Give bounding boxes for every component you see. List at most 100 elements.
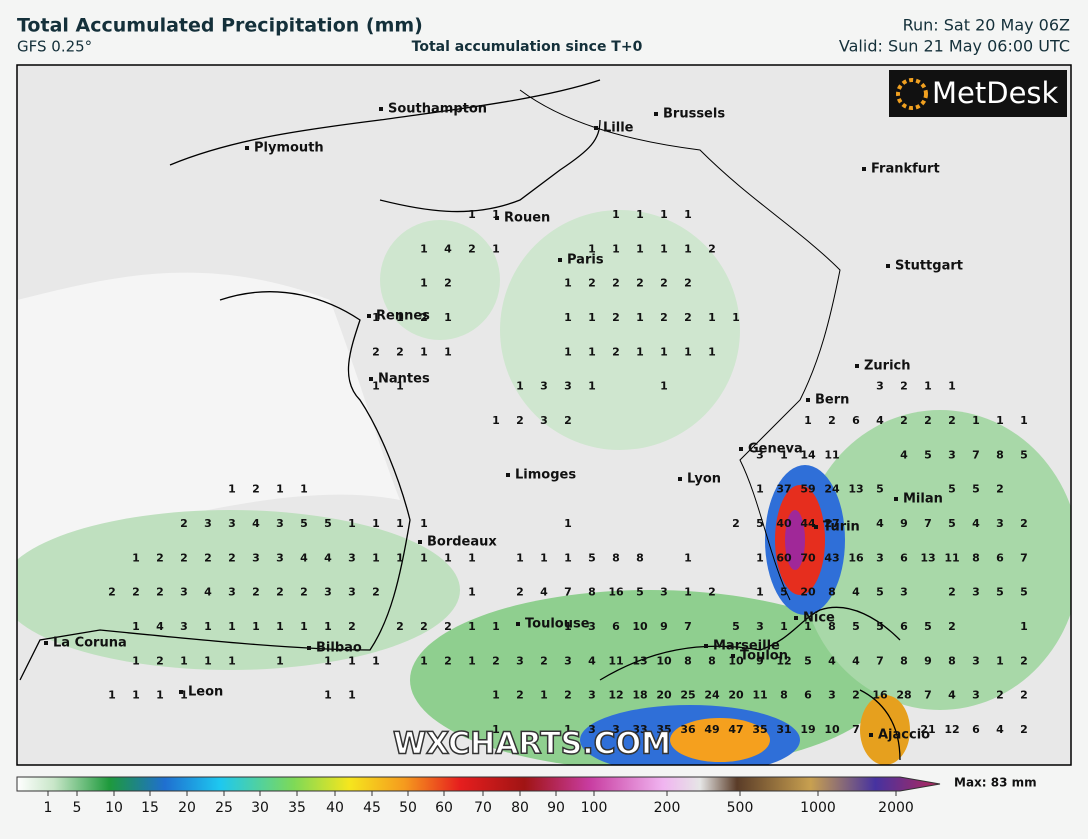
precip-value: 1 [180, 654, 188, 667]
model: GFS 0.25° [17, 38, 92, 56]
precip-value: 2 [204, 551, 212, 564]
precip-value: 1 [636, 345, 644, 358]
precip-value: 2 [132, 586, 140, 599]
precip-value: 11 [752, 689, 767, 702]
precip-value: 1 [156, 689, 164, 702]
rain-area [500, 210, 740, 450]
precip-value: 1 [684, 242, 692, 255]
precip-value: 1 [372, 517, 380, 530]
precip-value: 1 [564, 311, 572, 324]
precip-value: 5 [780, 586, 788, 599]
precip-value: 8 [828, 586, 836, 599]
precip-value: 4 [828, 654, 836, 667]
cities: Southampton Plymouth Lille Brussels Frankfur… [44, 102, 963, 743]
city-dot [894, 497, 898, 501]
precip-value: 1 [372, 311, 380, 324]
precip-value: 2 [180, 517, 188, 530]
precip-value: 1 [372, 654, 380, 667]
precip-value: 28 [896, 689, 911, 702]
precip-value: 1 [564, 277, 572, 290]
precip-value: 36 [680, 723, 696, 736]
precip-value: 7 [564, 586, 572, 599]
precip-value: 4 [540, 586, 548, 599]
precip-value: 1 [276, 620, 284, 633]
precip-value: 6 [996, 551, 1004, 564]
precip-value: 3 [540, 380, 548, 393]
precip-value: 1 [660, 380, 668, 393]
precip-value: 27 [824, 517, 839, 530]
precip-value: 4 [204, 586, 212, 599]
precip-value: 3 [828, 689, 836, 702]
precip-value: 1 [588, 345, 596, 358]
precip-value: 31 [776, 723, 791, 736]
city-dot [179, 690, 183, 694]
city-label: Ajaccio [878, 728, 930, 743]
city-label: Milan [903, 492, 943, 507]
precip-value: 1 [204, 620, 212, 633]
precip-value: 21 [920, 723, 935, 736]
precip-value: 1 [564, 517, 572, 530]
precip-value: 7 [924, 689, 932, 702]
precip-value: 2 [612, 277, 620, 290]
legend-tick-label: 2000 [878, 800, 914, 816]
precip-value: 2 [444, 654, 452, 667]
precip-value: 1 [132, 620, 140, 633]
precip-value: 5 [756, 517, 764, 530]
city-dot [678, 477, 682, 481]
precip-value: 1 [348, 517, 356, 530]
precip-value: 19 [800, 723, 815, 736]
precip-value: 1 [324, 689, 332, 702]
precip-value: 1 [516, 380, 524, 393]
precip-value: 1 [468, 586, 476, 599]
precip-value: 11 [824, 448, 839, 461]
city-dot [495, 216, 499, 220]
precip-value: 3 [348, 551, 356, 564]
precip-value: 1 [468, 208, 476, 221]
precip-value: 8 [828, 620, 836, 633]
precip-value: 5 [924, 620, 932, 633]
precip-value: 2 [948, 414, 956, 427]
precip-value: 1 [396, 311, 404, 324]
city-dot [594, 126, 598, 130]
logo: MetDesk [932, 76, 1059, 110]
precip-value: 1 [636, 242, 644, 255]
city-label: Leon [188, 685, 223, 700]
legend-tick-label: 60 [435, 800, 453, 816]
precip-value: 8 [684, 654, 692, 667]
precip-value: 13 [920, 551, 935, 564]
precip-value: 4 [252, 517, 260, 530]
precip-value: 1 [348, 654, 356, 667]
precip-value: 7 [972, 448, 980, 461]
precip-value: 2 [156, 551, 164, 564]
precip-value: 1 [204, 654, 212, 667]
city-dot [886, 264, 890, 268]
precip-value: 3 [252, 551, 260, 564]
coastline [19, 79, 901, 761]
precip-value: 2 [948, 620, 956, 633]
precip-value: 1 [396, 517, 404, 530]
precip-value: 1 [660, 242, 668, 255]
precip-value: 35 [752, 723, 767, 736]
rain-area [785, 510, 805, 570]
precip-value: 8 [900, 654, 908, 667]
legend-tick-label: 200 [654, 800, 681, 816]
precip-value: 2 [900, 414, 908, 427]
precip-value: 3 [876, 380, 884, 393]
precip-value: 2 [300, 586, 308, 599]
city-label: Lyon [687, 472, 721, 487]
colorbar [16, 776, 941, 792]
precip-value: 1 [516, 551, 524, 564]
precip-value: 2 [1020, 689, 1028, 702]
precip-value: 2 [516, 586, 524, 599]
precip-value: 7 [852, 723, 860, 736]
precip-value: 1 [324, 620, 332, 633]
precip-value: 1 [492, 208, 500, 221]
precip-value: 1 [492, 723, 500, 736]
precip-value: 1 [636, 208, 644, 221]
precip-value: 2 [636, 277, 644, 290]
city-label: Nice [803, 611, 835, 626]
precip-value: 3 [900, 586, 908, 599]
precip-value: 1 [228, 654, 236, 667]
precip-value: 8 [708, 654, 716, 667]
city-label: Lille [603, 121, 634, 136]
